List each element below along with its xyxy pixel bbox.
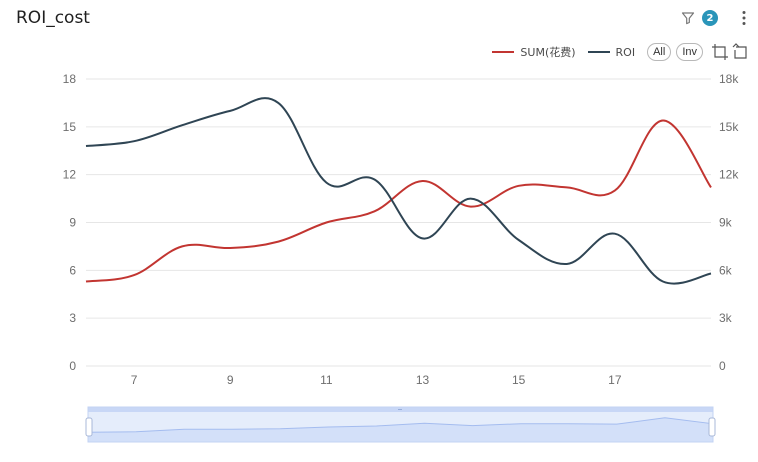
- chart-title: ROI_cost: [16, 8, 90, 28]
- zoom-reset-icon[interactable]: [732, 43, 750, 61]
- legend-select-all-button[interactable]: All: [647, 43, 672, 61]
- x-tick-label: 17: [608, 373, 622, 387]
- y-left-tick-label: 0: [69, 359, 76, 373]
- y-right-tick-label: 12k: [719, 168, 739, 182]
- x-tick-label: 7: [131, 373, 138, 387]
- zoom-handle-left: [85, 417, 93, 437]
- zoom-select-icon[interactable]: [711, 43, 729, 61]
- grid-lines: [86, 78, 711, 367]
- axis-labels: 0 0 3 3k 6 6k 9 9k 12 12k 15 15k 18 18k 7 9 11 13 15 17: [63, 72, 740, 387]
- series-line-roi: [85, 97, 712, 285]
- y-left-tick-label: 6: [69, 263, 76, 277]
- y-right-tick-label: 18k: [719, 72, 739, 86]
- y-left-tick-label: 12: [63, 168, 77, 182]
- header-toolbar: 2: [680, 8, 750, 28]
- more-vertical-icon[interactable]: [738, 8, 750, 28]
- y-left-tick-label: 15: [63, 120, 77, 134]
- legend-label-roi: ROI: [615, 45, 636, 59]
- x-tick-label: 13: [416, 373, 430, 387]
- series-line-sum: [85, 119, 712, 283]
- series-lines: [85, 97, 712, 285]
- filter-count-badge[interactable]: 2: [702, 10, 718, 26]
- y-right-tick-label: 15k: [719, 120, 739, 134]
- data-zoom-slider[interactable]: [85, 406, 716, 443]
- legend-inverse-button[interactable]: Inv: [676, 43, 703, 61]
- y-left-tick-label: 3: [69, 311, 76, 325]
- legend-label-sum: SUM(花费): [520, 46, 576, 59]
- zoom-handle-right: [708, 417, 716, 437]
- filter-icon[interactable]: [680, 10, 696, 26]
- zoom-selection: [87, 406, 714, 443]
- zoom-preview-area: [87, 417, 714, 443]
- y-right-tick-label: 9k: [719, 216, 733, 230]
- chart-legend: SUM(花费) ROI All Inv: [492, 42, 750, 62]
- y-left-tick-label: 18: [63, 72, 77, 86]
- legend-item-sum[interactable]: SUM(花费): [492, 44, 576, 60]
- legend-item-roi[interactable]: ROI: [587, 45, 636, 59]
- x-tick-label: 9: [227, 373, 234, 387]
- y-right-tick-label: 0: [719, 359, 726, 373]
- legend-swatch-sum: [492, 51, 515, 53]
- x-tick-label: 15: [512, 373, 526, 387]
- x-tick-label: 11: [320, 373, 333, 387]
- legend-swatch-roi: [587, 51, 610, 53]
- y-right-tick-label: 6k: [719, 263, 733, 277]
- y-left-tick-label: 9: [69, 216, 76, 230]
- y-right-tick-label: 3k: [719, 311, 733, 325]
